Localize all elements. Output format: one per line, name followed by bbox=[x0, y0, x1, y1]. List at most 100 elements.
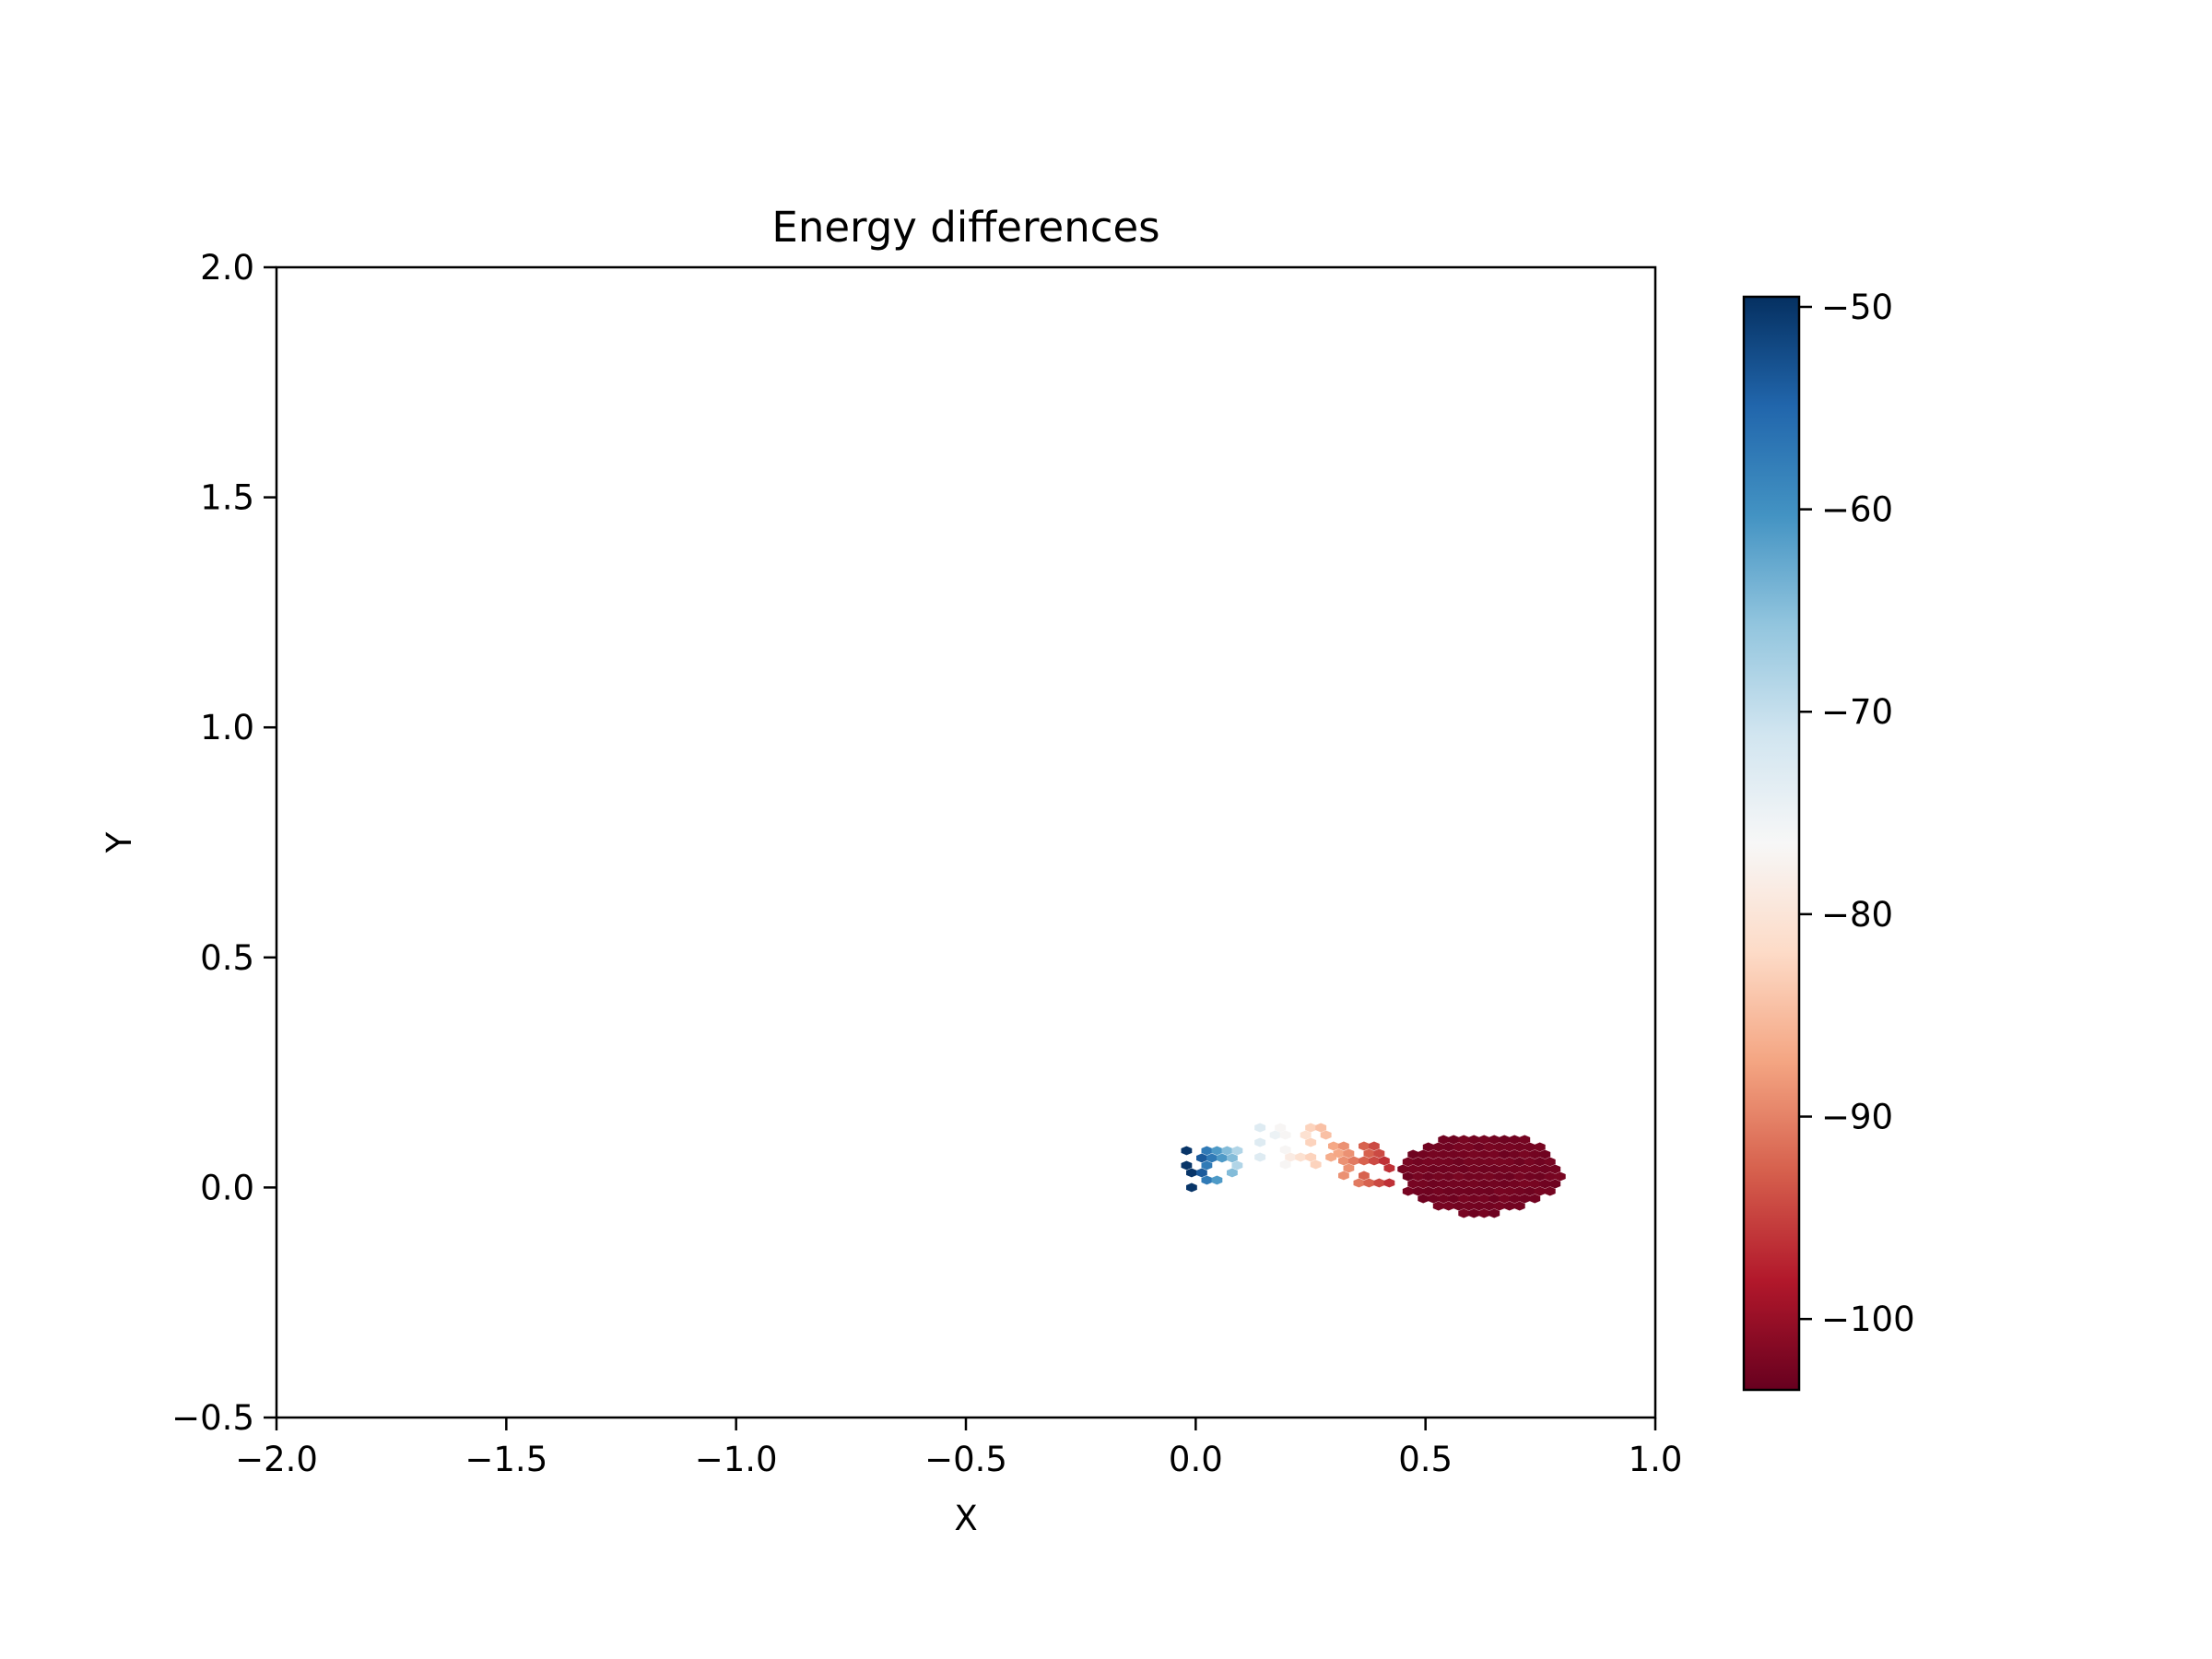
colorbar-tick-label: −60 bbox=[1821, 490, 1893, 530]
hexbin-cell bbox=[1483, 1201, 1495, 1211]
hexbin-cell bbox=[1503, 1201, 1515, 1211]
hexbin-cell bbox=[1402, 1171, 1414, 1182]
hexbin-cell bbox=[1348, 1156, 1359, 1166]
hexbin-cell bbox=[1211, 1146, 1223, 1156]
colorbar-tick-label: −50 bbox=[1821, 288, 1893, 327]
hexbin-cell bbox=[1478, 1194, 1490, 1204]
hexbin-cell bbox=[1181, 1160, 1193, 1171]
hexbin-cell bbox=[1397, 1164, 1409, 1174]
hexbin-cell bbox=[1448, 1135, 1460, 1145]
x-tick-label: −1.5 bbox=[465, 1440, 547, 1479]
hexbin-cell bbox=[1458, 1179, 1470, 1189]
hexbin-cell bbox=[1432, 1142, 1444, 1152]
hexbin-cell bbox=[1359, 1141, 1370, 1151]
hexbin-cell bbox=[1544, 1186, 1556, 1196]
hexbin-cell bbox=[1499, 1194, 1511, 1204]
hexbin-cell bbox=[1438, 1194, 1450, 1204]
hexbin-cell bbox=[1442, 1142, 1454, 1152]
hexbin-cell bbox=[1227, 1153, 1238, 1163]
hexbin-cell bbox=[1418, 1194, 1430, 1204]
colorbar-tick-label: −90 bbox=[1821, 1098, 1893, 1137]
hexbin-cell bbox=[1453, 1201, 1465, 1211]
hexbin-cell bbox=[1438, 1149, 1450, 1159]
hexbin-cell bbox=[1383, 1178, 1395, 1188]
hexbin-cell bbox=[1438, 1135, 1450, 1145]
hexbin-cell bbox=[1468, 1149, 1480, 1159]
hexbin-cell bbox=[1499, 1149, 1511, 1159]
hexbin-cell bbox=[1509, 1194, 1521, 1204]
hexbin-cell bbox=[1513, 1171, 1525, 1182]
hexbin-cell bbox=[1201, 1175, 1213, 1185]
hexbin-cell bbox=[1539, 1149, 1551, 1159]
hexbin-cell bbox=[1418, 1149, 1430, 1159]
colorbar-tick-label: −80 bbox=[1821, 895, 1893, 935]
hexbin-cell bbox=[1442, 1157, 1454, 1167]
x-tick-label: −2.0 bbox=[235, 1440, 318, 1479]
hexbin-cell bbox=[1418, 1179, 1430, 1189]
hexbin-cell bbox=[1519, 1179, 1531, 1189]
hexbin-cell bbox=[1493, 1171, 1505, 1182]
hexbin-cell bbox=[1432, 1201, 1444, 1211]
hexbin-cell bbox=[1519, 1164, 1531, 1174]
hexbin-cell bbox=[1524, 1171, 1535, 1182]
hexbin-cell bbox=[1254, 1123, 1266, 1133]
hexbin-cell bbox=[1509, 1135, 1521, 1145]
x-tick-label: 0.0 bbox=[1169, 1440, 1223, 1479]
hexbin-cell bbox=[1407, 1164, 1419, 1174]
hexbin-cell bbox=[1554, 1171, 1566, 1182]
hexbin-cell bbox=[1493, 1157, 1505, 1167]
hexbin-cell bbox=[1412, 1186, 1424, 1196]
hexbin-cell bbox=[1458, 1164, 1470, 1174]
hexbin-cell bbox=[1285, 1152, 1297, 1162]
hexbin-cell bbox=[1422, 1157, 1434, 1167]
hexbin-cell bbox=[1529, 1149, 1541, 1159]
hexbin-cell bbox=[1295, 1152, 1307, 1162]
colorbar-tick-label: −70 bbox=[1821, 692, 1893, 732]
hexbin-cell bbox=[1488, 1208, 1500, 1218]
hexbin-cell bbox=[1333, 1148, 1345, 1159]
hexbin-cell bbox=[1534, 1186, 1546, 1196]
hexbin-cell bbox=[1231, 1146, 1243, 1156]
hexbin-cell bbox=[1503, 1171, 1515, 1182]
hexbin-cell bbox=[1227, 1168, 1238, 1178]
hexbin-cell bbox=[1453, 1157, 1465, 1167]
hexbin-cell bbox=[1478, 1208, 1490, 1218]
hexbin-cell bbox=[1513, 1186, 1525, 1196]
x-tick-label: 0.5 bbox=[1398, 1440, 1453, 1479]
hexbin-cell bbox=[1503, 1142, 1515, 1152]
hexbin-cell bbox=[1499, 1135, 1511, 1145]
hexbin-cell bbox=[1305, 1152, 1317, 1162]
hexbin-cell bbox=[1217, 1153, 1228, 1163]
hexbin-cell bbox=[1363, 1178, 1375, 1188]
hexbin-cell bbox=[1300, 1130, 1312, 1140]
y-tick-label: 0.5 bbox=[200, 938, 254, 978]
hexbin-cell bbox=[1509, 1164, 1521, 1174]
hexbin-cell bbox=[1373, 1178, 1385, 1188]
hexbin-cell bbox=[1328, 1141, 1339, 1151]
hexbin-cell bbox=[1499, 1164, 1511, 1174]
hexbin-cell bbox=[1254, 1152, 1266, 1162]
hexbin-cell bbox=[1181, 1146, 1193, 1156]
hexbin-cell bbox=[1473, 1171, 1485, 1182]
hexbin-cell bbox=[1438, 1164, 1450, 1174]
hexbin-cell bbox=[1473, 1201, 1485, 1211]
hexbin-cell bbox=[1442, 1186, 1454, 1196]
hexbin-cell bbox=[1412, 1171, 1424, 1182]
hexbin-cell bbox=[1418, 1164, 1430, 1174]
hexbin-cell bbox=[1539, 1164, 1551, 1174]
hexbin-cell bbox=[1468, 1179, 1480, 1189]
hexbin-cell bbox=[1458, 1149, 1470, 1159]
hexbin-cell bbox=[1196, 1153, 1207, 1163]
hexbin-cell bbox=[1534, 1157, 1546, 1167]
hexbin-cell bbox=[1353, 1178, 1365, 1188]
hexbin-cell bbox=[1483, 1157, 1495, 1167]
hexbin-cell bbox=[1206, 1153, 1218, 1163]
hexbin-cell bbox=[1478, 1149, 1490, 1159]
hexbin-cell bbox=[1458, 1135, 1470, 1145]
hexbin-cell bbox=[1529, 1164, 1541, 1174]
hexbin-cell bbox=[1529, 1194, 1541, 1204]
hexbin-cell bbox=[1458, 1194, 1470, 1204]
hexbin-cell bbox=[1369, 1141, 1380, 1151]
hexbin-cell bbox=[1463, 1142, 1475, 1152]
